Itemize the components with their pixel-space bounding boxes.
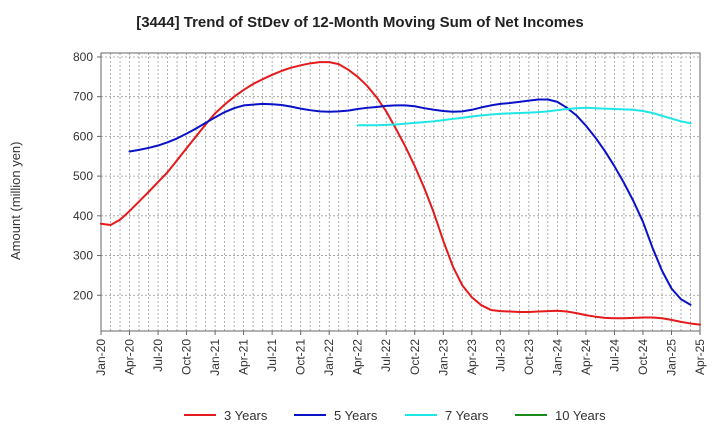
- x-tick-label: Jan-22: [322, 339, 336, 376]
- grid-layer: [101, 53, 700, 331]
- x-tick-label: Apr-25: [693, 339, 707, 375]
- y-tick-label: 500: [73, 169, 93, 183]
- x-tick-label: Jul-21: [265, 339, 279, 372]
- x-tick-label: Oct-24: [636, 339, 650, 375]
- plot-frame: [100, 52, 701, 332]
- x-tick-label: Jul-22: [379, 339, 393, 372]
- series-line-5-years: [128, 98, 692, 306]
- legend-label-10-years: 10 Years: [555, 408, 606, 423]
- x-tick-label: Jan-21: [208, 339, 222, 376]
- x-tick-label: Jul-20: [151, 339, 165, 372]
- axis-layer: 200 300 400 500 600 700 800 Jan-20 Apr-20 Jul-20 O…: [73, 50, 707, 376]
- x-tick-label: Apr-24: [579, 339, 593, 375]
- x-tick-label: Jul-24: [607, 339, 621, 372]
- legend-label-3-years: 3 Years: [224, 408, 268, 423]
- series-line-3-years: [100, 61, 701, 326]
- plot-area: [101, 53, 700, 331]
- y-tick-label: 300: [73, 249, 93, 263]
- chart-title: [3444] Trend of StDev of 12-Month Moving…: [136, 14, 584, 31]
- x-tick-label: Apr-23: [465, 339, 479, 375]
- legend-label-5-years: 5 Years: [334, 408, 378, 423]
- x-tick-label: Apr-20: [123, 339, 137, 375]
- x-tick-label: Jan-24: [550, 339, 564, 376]
- x-tick-label: Jan-20: [94, 339, 108, 376]
- y-tick-label: 200: [73, 288, 93, 302]
- x-tick-label: Oct-23: [522, 339, 536, 375]
- series-line-7-years: [356, 106, 692, 127]
- legend-label-7-years: 7 Years: [445, 408, 489, 423]
- y-tick-label: 700: [73, 90, 93, 104]
- x-tick-label: Apr-21: [237, 339, 251, 375]
- x-tick-label: Jan-23: [436, 339, 450, 376]
- x-tick-label: Jan-25: [664, 339, 678, 376]
- y-tick-label: 800: [73, 50, 93, 64]
- x-tick-label: Oct-21: [294, 339, 308, 375]
- x-tick-label: Oct-22: [408, 339, 422, 375]
- x-tick-label: Apr-22: [351, 339, 365, 375]
- y-tick-label: 400: [73, 209, 93, 223]
- series-layer: [100, 61, 701, 326]
- legend-layer: 3 Years 5 Years 7 Years 10 Years: [184, 408, 606, 423]
- x-tick-label: Oct-20: [180, 339, 194, 375]
- y-tick-label: 600: [73, 129, 93, 143]
- x-tick-label: Jul-23: [493, 339, 507, 372]
